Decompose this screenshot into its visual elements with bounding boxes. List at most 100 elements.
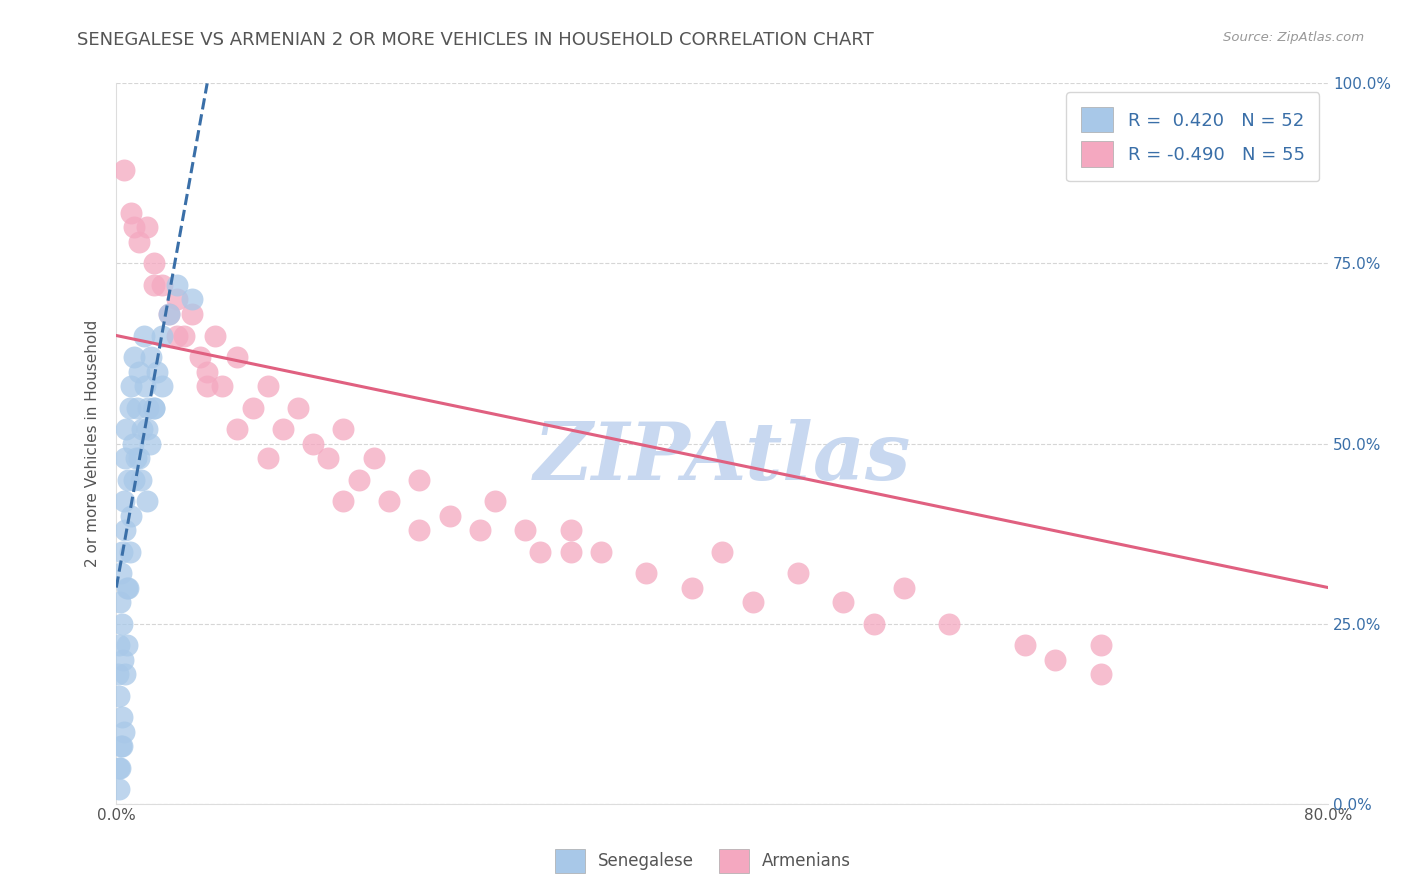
Point xyxy=(938,616,960,631)
Point xyxy=(181,293,204,307)
Point xyxy=(893,581,915,595)
Point xyxy=(117,581,139,595)
Point xyxy=(741,595,763,609)
Point xyxy=(560,544,582,558)
Point xyxy=(484,494,506,508)
Point xyxy=(787,566,810,581)
Point xyxy=(181,307,204,321)
Point xyxy=(157,307,180,321)
Point xyxy=(111,544,134,558)
Point xyxy=(636,566,658,581)
Point xyxy=(134,379,156,393)
Point xyxy=(110,616,132,631)
Point xyxy=(468,523,491,537)
Point xyxy=(408,473,430,487)
Point xyxy=(136,401,159,415)
Point xyxy=(832,595,855,609)
Point xyxy=(114,523,136,537)
Point xyxy=(120,206,142,220)
Point xyxy=(711,544,734,558)
Point xyxy=(122,436,145,450)
Point xyxy=(318,450,340,465)
Text: ZIPAtlas: ZIPAtlas xyxy=(533,419,911,497)
Point xyxy=(439,508,461,523)
Text: SENEGALESE VS ARMENIAN 2 OR MORE VEHICLES IN HOUSEHOLD CORRELATION CHART: SENEGALESE VS ARMENIAN 2 OR MORE VEHICLE… xyxy=(77,31,875,49)
Point xyxy=(115,422,138,436)
Point xyxy=(124,473,146,487)
Point xyxy=(560,523,582,537)
Point xyxy=(332,494,354,508)
Point xyxy=(157,307,180,321)
Point xyxy=(166,328,188,343)
Point xyxy=(128,450,150,465)
Point xyxy=(347,473,370,487)
Point xyxy=(1090,667,1112,681)
Point xyxy=(378,494,401,508)
Point xyxy=(124,220,146,235)
Point xyxy=(287,401,309,415)
Point xyxy=(150,379,173,393)
Point xyxy=(204,328,226,343)
Point xyxy=(363,450,385,465)
Point xyxy=(681,581,703,595)
Point xyxy=(110,566,132,581)
Point xyxy=(256,450,278,465)
Point xyxy=(124,350,146,364)
Point xyxy=(132,328,155,343)
Point xyxy=(529,544,551,558)
Point xyxy=(515,523,537,537)
Point xyxy=(862,616,884,631)
Point xyxy=(112,162,135,177)
Point xyxy=(125,450,148,465)
Point xyxy=(195,379,218,393)
Point xyxy=(120,379,142,393)
Point xyxy=(117,473,139,487)
Point xyxy=(166,278,188,293)
Point xyxy=(146,364,169,378)
Point xyxy=(118,401,141,415)
Point xyxy=(107,638,129,652)
Point xyxy=(211,379,233,393)
Point xyxy=(332,422,354,436)
Point xyxy=(110,739,132,753)
Point xyxy=(115,581,138,595)
Point xyxy=(115,638,138,652)
Point xyxy=(1045,652,1067,666)
Point xyxy=(150,328,173,343)
Text: Source: ZipAtlas.com: Source: ZipAtlas.com xyxy=(1223,31,1364,45)
Point xyxy=(256,379,278,393)
Point xyxy=(131,422,153,436)
Point xyxy=(143,256,166,270)
Point xyxy=(128,235,150,249)
Point xyxy=(108,595,131,609)
Point xyxy=(108,761,131,775)
Point xyxy=(135,422,157,436)
Point xyxy=(112,724,135,739)
Point xyxy=(150,278,173,293)
Point xyxy=(138,436,160,450)
Point xyxy=(226,350,249,364)
Point xyxy=(128,364,150,378)
Point xyxy=(107,667,129,681)
Point xyxy=(226,422,249,436)
Point xyxy=(173,328,195,343)
Point xyxy=(589,544,612,558)
Point xyxy=(143,278,166,293)
Point xyxy=(1014,638,1036,652)
Point xyxy=(120,508,142,523)
Point xyxy=(127,401,149,415)
Point xyxy=(188,350,211,364)
Point xyxy=(302,436,325,450)
Point xyxy=(139,350,162,364)
Point xyxy=(166,293,188,307)
Y-axis label: 2 or more Vehicles in Household: 2 or more Vehicles in Household xyxy=(86,320,100,567)
Point xyxy=(135,220,157,235)
Point xyxy=(143,401,166,415)
Point xyxy=(112,652,135,666)
Legend: Senegalese, Armenians: Senegalese, Armenians xyxy=(548,842,858,880)
Point xyxy=(143,401,166,415)
Point xyxy=(129,473,152,487)
Point xyxy=(271,422,294,436)
Point xyxy=(111,710,134,724)
Point xyxy=(108,689,131,703)
